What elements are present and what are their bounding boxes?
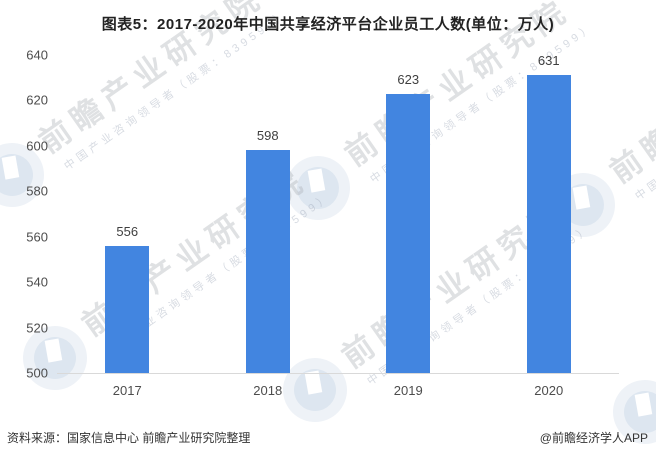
y-tick-label: 540: [26, 274, 48, 290]
y-tick-label: 500: [26, 365, 48, 381]
bar-2019: [386, 93, 431, 373]
y-tick-label: 580: [26, 183, 48, 199]
source-text: 资料来源：国家信息中心 前瞻产业研究院整理: [7, 431, 251, 445]
bar-value-label: 556: [116, 223, 139, 239]
plot-area: 556 2017 598 2018 623 2019 631 2020: [57, 53, 619, 398]
bar-value-label: 598: [256, 128, 279, 144]
credit-text: @前瞻经济学人APP: [539, 431, 648, 445]
y-tick-label: 640: [26, 47, 48, 63]
bar-2018: [245, 150, 290, 373]
y-tick-label: 520: [26, 320, 48, 336]
bar-2017: [105, 245, 150, 373]
x-tick-label: 2018: [253, 383, 283, 398]
watermark-tagline-text: 中国产业咨询领导者（股票：839599）: [633, 37, 656, 203]
x-tick-label: 2019: [393, 383, 423, 398]
bar-value-label: 623: [397, 71, 420, 87]
x-tick-label: 2020: [534, 383, 564, 398]
y-tick-label: 620: [26, 92, 48, 108]
chart-title: 图表5：2017-2020年中国共享经济平台企业员工人数(单位：万人): [101, 16, 555, 33]
y-axis: 500 520 540 560 580 600 620 640: [0, 48, 48, 381]
x-tick-label: 2017: [112, 383, 142, 398]
bar-value-label: 631: [537, 53, 560, 69]
footer: 资料来源：国家信息中心 前瞻产业研究院整理 @前瞻经济学人APP: [7, 429, 648, 446]
y-tick-label: 560: [26, 229, 48, 245]
y-tick-label: 600: [26, 138, 48, 154]
bar-2020: [526, 75, 571, 373]
